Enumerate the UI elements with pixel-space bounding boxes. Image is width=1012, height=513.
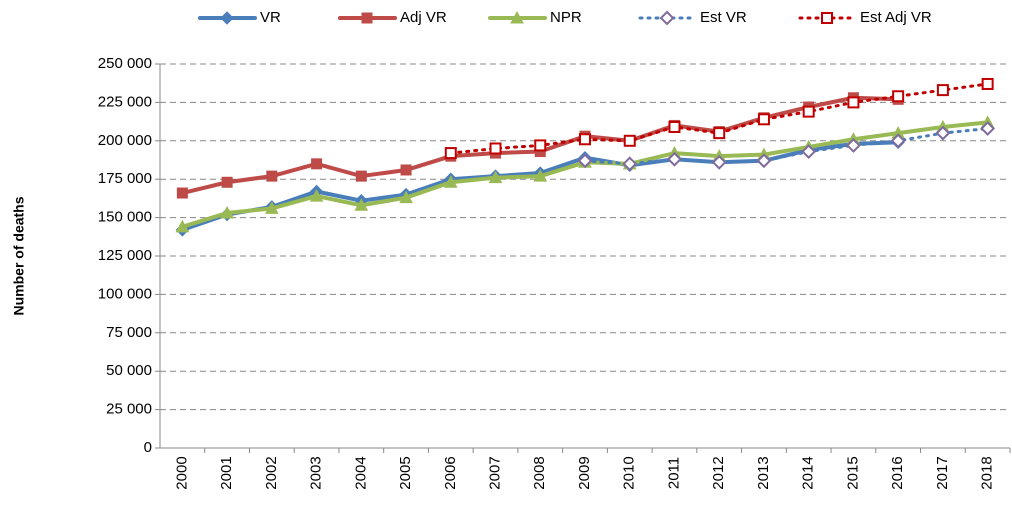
legend-marker (821, 12, 833, 24)
marker (757, 113, 770, 126)
marker (534, 139, 547, 152)
y-tick-label: 225 000 (98, 93, 152, 110)
legend-label: NPR (550, 9, 582, 26)
marker (400, 164, 412, 176)
marker (847, 96, 860, 109)
marker (622, 156, 638, 172)
marker (533, 169, 548, 182)
marker (175, 219, 190, 233)
marker (488, 170, 503, 184)
marker (668, 120, 681, 133)
marker (489, 142, 502, 155)
x-tick-label: 2003 (308, 456, 325, 489)
marker (846, 137, 861, 153)
x-tick-label: 2001 (218, 456, 235, 489)
marker (981, 77, 994, 90)
x-tick-label: 2005 (397, 456, 414, 489)
y-tick-label: 25 000 (106, 401, 152, 418)
y-tick-label: 250 000 (98, 55, 152, 72)
y-tick-label: 175 000 (98, 170, 152, 187)
marker (667, 151, 682, 167)
legend-marker (659, 10, 675, 26)
marker (443, 175, 458, 188)
marker (980, 121, 996, 136)
marker (935, 125, 951, 141)
x-tick-label: 2014 (800, 456, 817, 489)
y-tick-label: 0 (144, 439, 152, 456)
marker (936, 84, 949, 97)
marker (623, 134, 636, 147)
marker (890, 133, 906, 149)
x-tick-label: 2000 (173, 456, 190, 489)
x-tick-label: 2010 (621, 456, 638, 489)
series-line (449, 82, 990, 155)
x-tick-label: 2002 (263, 456, 280, 489)
marker (220, 205, 234, 219)
marker (444, 147, 457, 160)
marker (264, 201, 279, 214)
legend-marker (220, 11, 234, 25)
marker (266, 170, 278, 182)
x-tick-label: 2009 (576, 456, 593, 489)
marker (801, 144, 817, 159)
series-line (583, 127, 990, 166)
y-tick-label: 150 000 (98, 209, 152, 226)
y-tick-label: 100 000 (98, 285, 152, 302)
marker (221, 176, 233, 188)
legend-marker (510, 10, 524, 24)
x-tick-label: 2012 (710, 456, 727, 489)
x-tick-label: 2018 (979, 456, 996, 489)
legend-marker (361, 12, 373, 24)
x-tick-label: 2004 (352, 456, 369, 489)
marker (756, 153, 772, 169)
legend-label: Est Adj VR (860, 9, 932, 26)
marker (711, 154, 727, 170)
marker (802, 105, 815, 118)
marker (713, 127, 726, 140)
x-tick-label: 2008 (531, 456, 548, 489)
x-tick-label: 2007 (486, 456, 503, 489)
x-tick-label: 2011 (665, 457, 682, 489)
y-tick-label: 50 000 (106, 362, 152, 379)
y-tick-label: 200 000 (98, 132, 152, 149)
x-tick-label: 2006 (442, 456, 459, 489)
x-tick-label: 2015 (844, 456, 861, 489)
marker (579, 133, 591, 146)
marker (577, 153, 593, 169)
y-axis-label: Number of deaths (11, 196, 27, 315)
y-tick-label: 125 000 (98, 247, 152, 264)
marker (892, 90, 905, 103)
x-tick-label: 2017 (934, 456, 951, 489)
marker (355, 170, 367, 182)
legend-label: VR (260, 9, 281, 26)
legend-label: Est VR (700, 9, 747, 26)
marker (309, 189, 324, 202)
marker (311, 158, 323, 170)
x-tick-label: 2016 (889, 456, 906, 489)
marker (176, 187, 188, 199)
y-tick-label: 75 000 (106, 324, 152, 341)
x-tick-label: 2013 (755, 456, 772, 489)
marker (399, 190, 413, 204)
marker (354, 198, 369, 211)
legend-label: Adj VR (400, 9, 447, 26)
